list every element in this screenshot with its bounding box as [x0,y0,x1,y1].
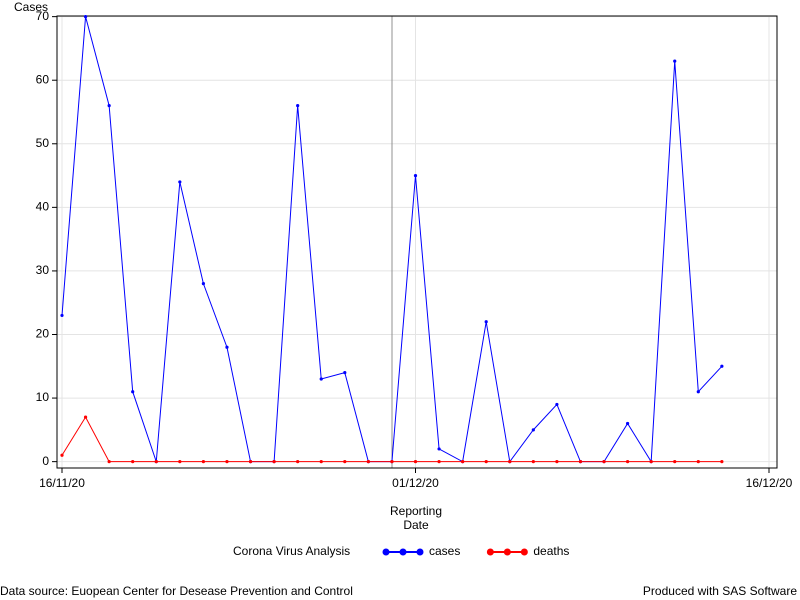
data-point [696,390,700,394]
y-axis-label: Cases [14,0,48,14]
x-tick-label: 01/12/20 [392,476,439,490]
data-point [201,460,205,464]
data-point [296,104,300,108]
data-point [602,460,606,464]
data-point [437,460,441,464]
data-point [343,460,347,464]
data-point [508,460,512,464]
y-tick-label: 40 [36,200,50,214]
data-point [555,402,559,407]
y-tick-label: 60 [36,72,50,86]
legend-marker [399,548,407,556]
data-point [720,460,724,464]
y-tick-label: 70 [36,9,50,23]
data-point [555,460,559,464]
data-point [319,377,323,381]
data-point [696,460,700,464]
data-point [154,460,158,464]
y-tick-label: 50 [36,136,50,150]
data-point [461,460,465,464]
data-point [343,371,347,375]
data-point [83,15,88,19]
data-point [673,460,677,464]
data-point [178,180,182,184]
data-point [626,460,630,464]
footnote: Data source: Euopean Center for Desease … [0,584,353,598]
data-point [225,460,229,464]
data-point [60,453,64,457]
legend-marker [503,548,511,556]
footnote: Produced with SAS Software [643,584,797,598]
data-point [484,460,488,464]
data-point [413,173,418,178]
data-point [366,460,370,464]
legend-label: deaths [533,544,569,558]
data-point [178,460,182,464]
data-point [248,460,253,464]
legend-marker [382,548,390,556]
y-tick-label: 0 [42,454,49,468]
legend-marker [486,548,494,556]
data-point [437,447,441,451]
data-point [296,460,300,464]
y-tick-label: 30 [36,263,50,277]
data-point [107,104,111,108]
plot-frame [56,15,778,469]
data-point [272,460,276,464]
legend-marker [520,548,528,556]
legend-marker [416,548,424,556]
data-point [673,59,677,63]
data-point [60,313,64,318]
data-point [578,460,583,464]
legend-label: cases [429,544,460,558]
data-point [720,364,724,368]
data-point [107,460,111,464]
legend-title: Corona Virus Analysis [233,544,350,558]
data-point [531,428,535,432]
data-point [83,415,88,419]
data-point [131,390,135,394]
x-tick-label: 16/11/20 [39,476,85,490]
data-point [413,460,418,464]
data-point [131,460,135,464]
data-point [484,320,488,324]
x-tick-label: 16/12/20 [746,476,793,490]
y-tick-label: 20 [36,327,50,341]
data-point [201,282,205,286]
y-tick-label: 10 [36,390,50,404]
x-axis-label: Reporting Date [389,504,443,532]
data-point [319,460,323,464]
data-point [225,345,229,349]
data-point [626,421,630,426]
data-point [649,460,653,464]
data-point [531,460,535,464]
data-point [390,460,394,464]
